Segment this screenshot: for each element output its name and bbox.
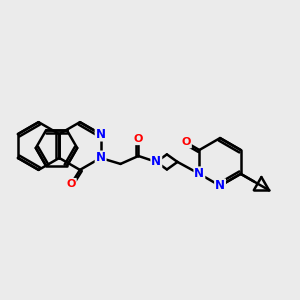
Text: O: O [182, 137, 191, 147]
Text: N: N [96, 152, 106, 164]
Text: O: O [134, 134, 143, 144]
Text: N: N [215, 179, 225, 192]
Text: N: N [194, 167, 204, 180]
Text: O: O [67, 179, 76, 189]
Text: N: N [96, 128, 106, 141]
Text: N: N [151, 155, 161, 168]
